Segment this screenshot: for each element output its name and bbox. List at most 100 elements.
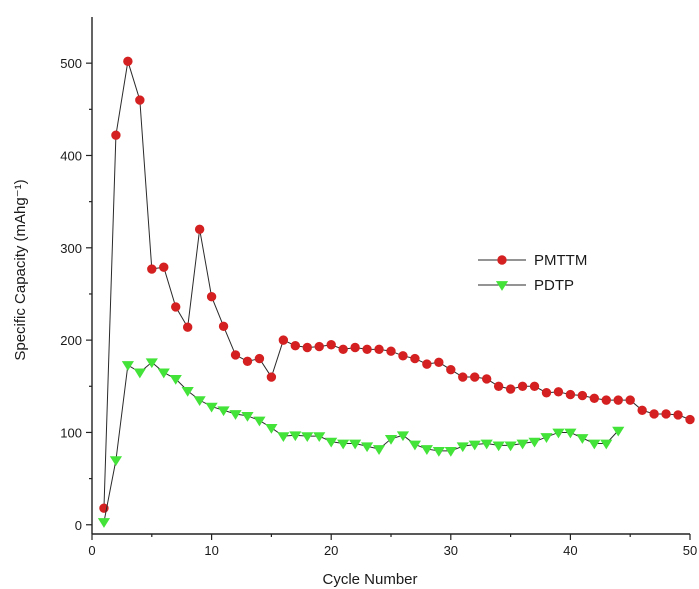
y-tick-label-400: 400 <box>60 148 82 163</box>
point-pdtp-6 <box>157 368 170 379</box>
point-pdtp-43 <box>600 439 613 450</box>
point-pmttm-17 <box>290 340 301 351</box>
point-pmttm-6 <box>159 262 169 272</box>
point-pmttm-19 <box>314 341 324 352</box>
point-pmttm-11 <box>218 321 229 331</box>
point-pmttm-8 <box>182 322 193 332</box>
series-layer <box>97 56 695 528</box>
y-tick-label-300: 300 <box>60 241 82 256</box>
y-tick-label-100: 100 <box>60 425 82 440</box>
point-pmttm-24 <box>374 344 384 355</box>
x-axis-title: Cycle Number <box>322 571 417 588</box>
point-pmttm-50 <box>685 414 695 425</box>
point-pmttm-47 <box>649 409 659 419</box>
point-pmttm-27 <box>410 353 420 364</box>
point-pdtp-17 <box>289 431 302 442</box>
y-tick-label-0: 0 <box>75 518 82 533</box>
point-pmttm-36 <box>517 381 528 391</box>
point-pdtp-18 <box>301 432 314 443</box>
y-tick-label-200: 200 <box>60 333 82 348</box>
legend-item-pmttm: PMTTM <box>478 252 587 269</box>
point-pdtp-2 <box>109 456 123 467</box>
point-pdtp-3 <box>121 361 134 371</box>
point-pmttm-14 <box>254 353 265 364</box>
x-tick-label-0: 0 <box>88 543 95 558</box>
point-pmttm-30 <box>446 364 456 375</box>
point-pmttm-10 <box>206 292 217 302</box>
x-tick-label-40: 40 <box>563 543 577 558</box>
point-pdtp-9 <box>193 396 206 407</box>
point-pdtp-38 <box>540 433 553 443</box>
legend-marker-pdtp <box>495 281 509 291</box>
point-pmttm-13 <box>242 356 253 367</box>
point-pmttm-38 <box>541 388 552 398</box>
point-pmttm-42 <box>589 393 600 403</box>
legend-marker-pmttm <box>497 255 507 265</box>
x-tick-label-10: 10 <box>204 543 218 558</box>
point-pmttm-32 <box>470 372 480 382</box>
point-pmttm-21 <box>338 344 348 355</box>
point-pdtp-8 <box>181 387 194 397</box>
point-pdtp-32 <box>468 440 481 451</box>
point-pdtp-11 <box>217 406 230 417</box>
series-pdtp <box>97 358 625 528</box>
point-pdtp-14 <box>253 416 266 427</box>
legend-label-pdtp: PDTP <box>534 277 574 294</box>
point-pmttm-46 <box>637 405 647 415</box>
point-pmttm-16 <box>278 335 289 345</box>
point-pdtp-39 <box>552 428 565 439</box>
chart-legend: PMTTM PDTP <box>478 252 587 294</box>
x-axis-ticks: 0 10 20 30 40 50 <box>88 534 697 558</box>
point-pdtp-28 <box>420 445 433 455</box>
legend-label-pmttm: PMTTM <box>534 252 587 269</box>
point-pmttm-34 <box>493 381 504 391</box>
series-pmttm <box>99 56 695 513</box>
point-pdtp-16 <box>277 432 290 443</box>
y-tick-label-500: 500 <box>60 56 82 71</box>
point-pdtp-36 <box>516 439 529 450</box>
point-pdtp-1 <box>97 518 111 528</box>
point-pdtp-26 <box>396 431 410 442</box>
point-pmttm-37 <box>529 381 540 391</box>
point-pmttm-33 <box>481 374 492 384</box>
point-pdtp-4 <box>133 368 146 379</box>
point-pmttm-43 <box>601 395 611 405</box>
point-pmttm-26 <box>398 351 408 361</box>
point-pmttm-12 <box>230 350 241 360</box>
point-pdtp-33 <box>480 439 493 450</box>
point-pmttm-45 <box>625 395 635 405</box>
point-pmttm-7 <box>171 302 181 312</box>
point-pdtp-40 <box>564 428 577 439</box>
point-pdtp-31 <box>456 442 469 453</box>
x-tick-label-20: 20 <box>324 543 338 558</box>
point-pdtp-19 <box>313 432 326 443</box>
point-pmttm-49 <box>673 410 683 420</box>
legend-item-pdtp: PDTP <box>478 277 574 294</box>
point-pmttm-20 <box>326 340 336 350</box>
point-pdtp-37 <box>528 437 541 448</box>
point-pmttm-41 <box>577 390 588 401</box>
point-pdtp-10 <box>205 402 218 413</box>
point-pdtp-42 <box>588 439 601 450</box>
point-pmttm-18 <box>302 342 312 353</box>
point-pdtp-23 <box>360 442 374 453</box>
point-pmttm-5 <box>147 264 157 274</box>
series-line-pdtp <box>103 361 619 523</box>
x-tick-label-30: 30 <box>444 543 458 558</box>
point-pdtp-15 <box>265 423 278 434</box>
point-pdtp-13 <box>241 411 254 422</box>
point-pmttm-28 <box>422 359 432 369</box>
point-pmttm-31 <box>458 372 468 382</box>
point-pmttm-44 <box>613 395 623 405</box>
point-pmttm-23 <box>362 344 372 355</box>
point-pmttm-48 <box>661 409 671 419</box>
point-pdtp-29 <box>432 447 445 457</box>
point-pdtp-25 <box>384 435 398 445</box>
point-pdtp-34 <box>492 441 505 452</box>
point-pdtp-27 <box>408 440 422 451</box>
point-pmttm-22 <box>350 342 360 353</box>
point-pdtp-12 <box>229 410 242 420</box>
point-pmttm-35 <box>505 384 516 394</box>
point-pmttm-3 <box>123 56 133 67</box>
